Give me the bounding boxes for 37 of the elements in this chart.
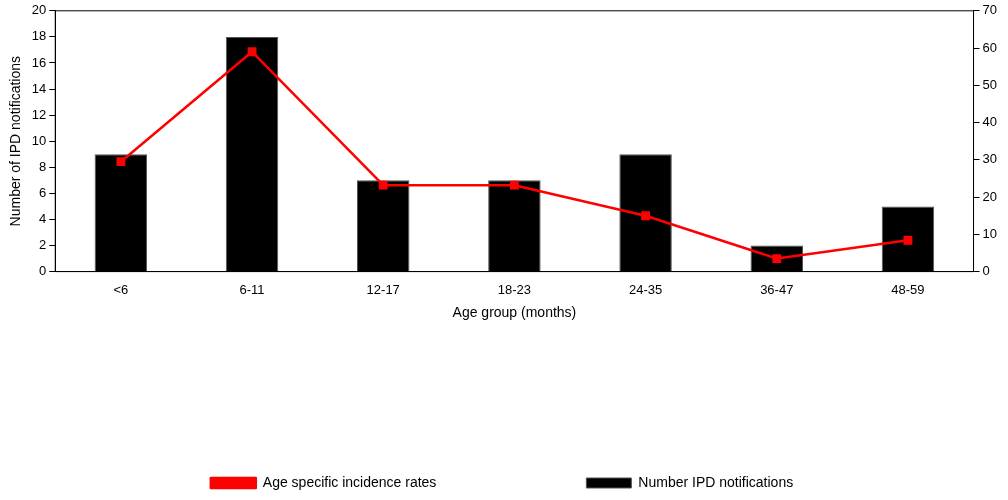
y2-tick-label: 50 — [982, 76, 998, 92]
y-tick-label: 4 — [39, 211, 47, 227]
point — [509, 180, 519, 190]
x-tick-label: 12-17 — [366, 281, 400, 297]
x-tick-label: 48-59 — [891, 281, 925, 297]
y2-tick-label: 20 — [982, 188, 998, 204]
x-axis-title: Age group (months) — [452, 304, 577, 321]
point — [116, 157, 126, 167]
y2-tick-label: 60 — [982, 39, 998, 55]
y-tick-label: 16 — [31, 54, 47, 70]
y2-tick-label: 30 — [982, 151, 998, 167]
y-tick-label: 18 — [31, 28, 47, 44]
y-tick-label: 0 — [39, 263, 47, 279]
y-tick-label: 8 — [39, 158, 47, 174]
point — [247, 47, 257, 57]
y2-tick-label: 70 — [982, 2, 998, 18]
y-tick-label: 6 — [39, 184, 47, 200]
point — [903, 235, 913, 245]
y-tick-label: 2 — [39, 237, 47, 253]
point — [641, 211, 651, 221]
x-tick-label: 18-23 — [497, 281, 532, 297]
y-tick-label: 12 — [31, 106, 47, 122]
x-tick-label: 36-47 — [760, 281, 794, 297]
point — [772, 254, 782, 263]
legend-label: Age specific incidence rates — [262, 473, 437, 490]
y2-tick-label: 40 — [982, 114, 998, 130]
x-tick-label: 24-35 — [628, 281, 663, 297]
y-tick-label: 20 — [31, 2, 47, 18]
x-tick-label: 6-11 — [239, 281, 265, 297]
y2-tick-label: 10 — [982, 225, 998, 241]
y-axis-title: Number of IPD notifications — [7, 56, 24, 227]
y-tick-label: 14 — [31, 80, 47, 96]
x-tick-label: <6 — [113, 281, 129, 297]
point — [378, 180, 388, 190]
legend-label: Number IPD notifications — [638, 473, 794, 490]
y-tick-label: 10 — [31, 132, 47, 148]
y2-tick-label: 0 — [982, 263, 990, 279]
